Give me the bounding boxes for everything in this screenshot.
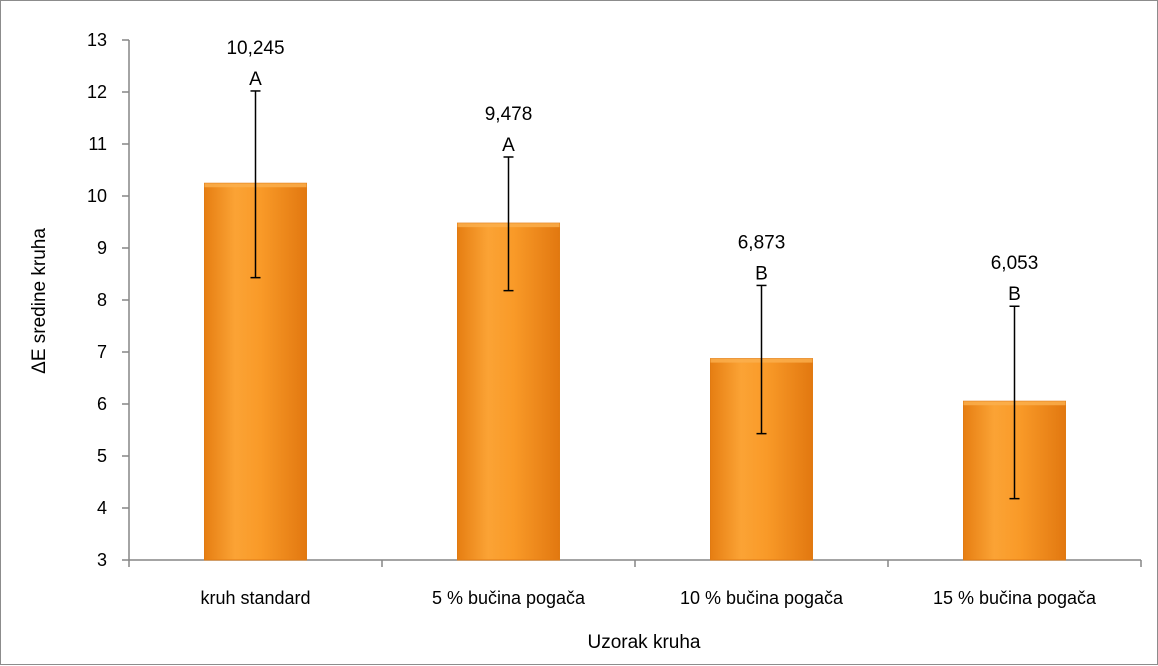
y-axis-title: ΔE sredine kruha [29, 228, 50, 374]
y-tick-label: 5 [97, 446, 107, 466]
y-tick-label: 8 [97, 290, 107, 310]
data-label: 10,245 [226, 38, 284, 59]
x-tick-label: 10 % bučina pogača [680, 588, 844, 608]
y-tick-label: 6 [97, 394, 107, 414]
y-tick-label: 10 [87, 186, 107, 206]
y-tick-label: 13 [87, 30, 107, 50]
y-tick-label: 9 [97, 238, 107, 258]
y-tick-label: 12 [87, 82, 107, 102]
y-tick-label: 7 [97, 342, 107, 362]
data-label: 6,053 [991, 253, 1039, 274]
x-axis-title: Uzorak kruha [588, 632, 701, 653]
y-tick-label: 4 [97, 498, 107, 518]
significance-letter: B [755, 263, 768, 284]
data-label: 9,478 [485, 104, 533, 125]
x-tick-label: kruh standard [200, 588, 310, 608]
significance-letter: A [249, 69, 262, 90]
significance-letter: A [502, 135, 515, 156]
data-label: 6,873 [738, 232, 786, 253]
y-tick-label: 3 [97, 550, 107, 570]
y-tick-label: 11 [88, 134, 107, 154]
significance-letter: B [1008, 284, 1021, 305]
x-tick-label: 15 % bučina pogača [933, 588, 1097, 608]
x-tick-label: 5 % bučina pogača [432, 588, 586, 608]
